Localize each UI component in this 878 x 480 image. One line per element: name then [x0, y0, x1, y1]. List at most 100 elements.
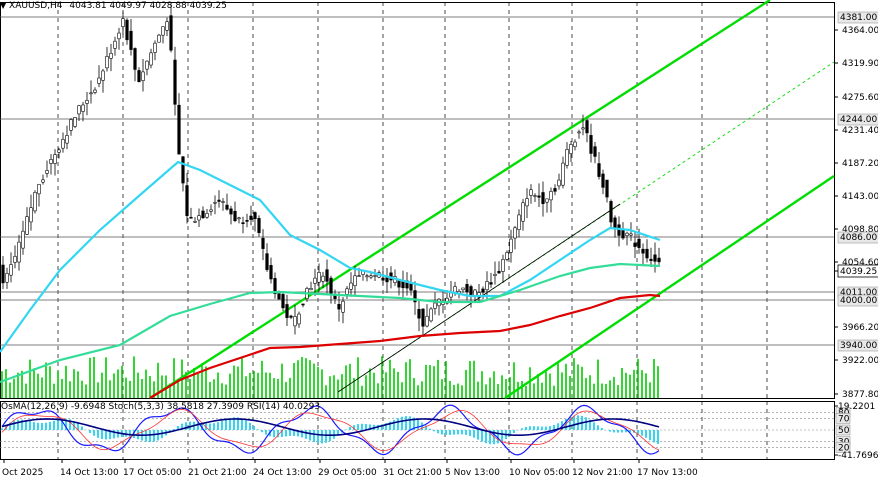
price-level-box: [837, 11, 878, 24]
candle-body: [273, 278, 277, 295]
price-tick-label: 4364.00: [842, 26, 878, 36]
candle-body: [241, 222, 245, 224]
candle-body: [129, 30, 133, 50]
indicator-window-frame: [0, 401, 835, 460]
candle-body: [17, 241, 21, 263]
candle-body: [553, 188, 557, 192]
candle-body: [265, 253, 269, 270]
candle-body: [365, 275, 369, 278]
time-axis-label: 10 Nov 05:00: [509, 468, 570, 478]
candle-body: [469, 286, 473, 296]
candle-body: [453, 286, 457, 293]
price-tick-label: 3922.00: [842, 356, 878, 366]
candle-body: [181, 156, 185, 184]
candle-body: [57, 149, 61, 153]
price-tick-label: 4231.40: [842, 126, 878, 136]
time-axis-label: 17 Nov 13:00: [637, 468, 698, 478]
stochastic-signal-line: [1, 408, 660, 452]
candle-body: [625, 232, 629, 236]
candle-body: [573, 141, 577, 148]
candle-body: [629, 233, 633, 236]
candle-body: [149, 52, 153, 66]
candle-body: [197, 215, 201, 221]
candle-body: [409, 283, 413, 291]
candle-body: [193, 221, 197, 223]
candle-body: [353, 275, 357, 287]
symbol-label: XAUUSD,H4: [9, 1, 63, 11]
price-level-box: [837, 294, 878, 307]
candle-body: [429, 308, 433, 322]
candle-body: [9, 264, 13, 276]
candle-body: [229, 208, 233, 215]
candle-body: [173, 59, 177, 105]
price-level-label: 4086.00: [840, 233, 877, 243]
candle-body: [213, 201, 217, 204]
candle-body: [289, 315, 293, 318]
candle-body: [461, 287, 465, 291]
candle-body: [293, 316, 297, 327]
candle-body: [597, 163, 601, 177]
candle-body: [313, 277, 317, 284]
indicator-level-box: [835, 424, 851, 436]
candle-body: [317, 272, 321, 283]
candle-body: [373, 275, 377, 277]
time-axis-label: 17 Oct 05:00: [123, 468, 182, 478]
candle-body: [605, 179, 609, 198]
indicator-level-label: 70: [838, 414, 850, 424]
candle-body: [157, 34, 161, 43]
candle-body: [585, 120, 589, 134]
candle-body: [13, 255, 17, 263]
candle-body: [105, 56, 109, 69]
candle-body: [349, 282, 353, 290]
candle-body: [641, 248, 645, 254]
candle-body: [33, 192, 37, 212]
candle-body: [561, 162, 565, 186]
current-price-label: 4039.25: [840, 267, 877, 277]
price-tick-label: 4319.90: [842, 59, 878, 69]
dropdown-arrow-icon[interactable]: ▼: [0, 1, 7, 10]
time-axis-label: 21 Oct 21:00: [188, 468, 247, 478]
time-axis-label: 29 Oct 05:00: [318, 468, 377, 478]
price-level-box: [837, 339, 878, 352]
candle-body: [81, 104, 85, 112]
price-tick-label: 4187.20: [842, 159, 878, 169]
candle-body: [41, 179, 45, 183]
candle-body: [537, 195, 541, 198]
candle-body: [545, 198, 549, 203]
candle-body: [325, 269, 329, 282]
candle-body: [161, 26, 165, 36]
candle-body: [97, 77, 101, 84]
ohlc-values: 4043.81 4049.97 4028.88 4039.25: [69, 1, 227, 11]
candle-body: [269, 265, 273, 280]
candle-body: [93, 89, 97, 93]
indicator-axis-top-label: 19.2201: [838, 402, 875, 412]
candle-body: [501, 259, 505, 272]
candle-body: [245, 220, 249, 222]
candle-body: [309, 288, 313, 291]
price-level-label: 4381.00: [840, 13, 877, 23]
time-axis-label: 31 Oct 21:00: [383, 468, 442, 478]
candle-body: [77, 105, 81, 115]
candle-body: [85, 99, 89, 104]
candle-body: [297, 313, 301, 325]
candles-group: [1, 4, 661, 337]
candle-body: [337, 304, 341, 310]
candle-body: [209, 209, 213, 212]
candle-body: [145, 60, 149, 70]
indicator-level-box: [835, 442, 851, 453]
candle-body: [221, 201, 225, 203]
candle-body: [449, 292, 453, 298]
candle-body: [169, 15, 173, 51]
candle-body: [153, 42, 157, 53]
candle-body: [253, 212, 257, 219]
price-level-label: 4011.00: [840, 288, 877, 298]
candle-body: [141, 71, 145, 81]
candle-body: [37, 183, 41, 195]
candle-body: [53, 154, 57, 164]
candle-body: [5, 272, 9, 283]
candle-body: [645, 248, 649, 259]
candle-body: [485, 281, 489, 291]
price-level-label: 4244.00: [840, 115, 877, 125]
